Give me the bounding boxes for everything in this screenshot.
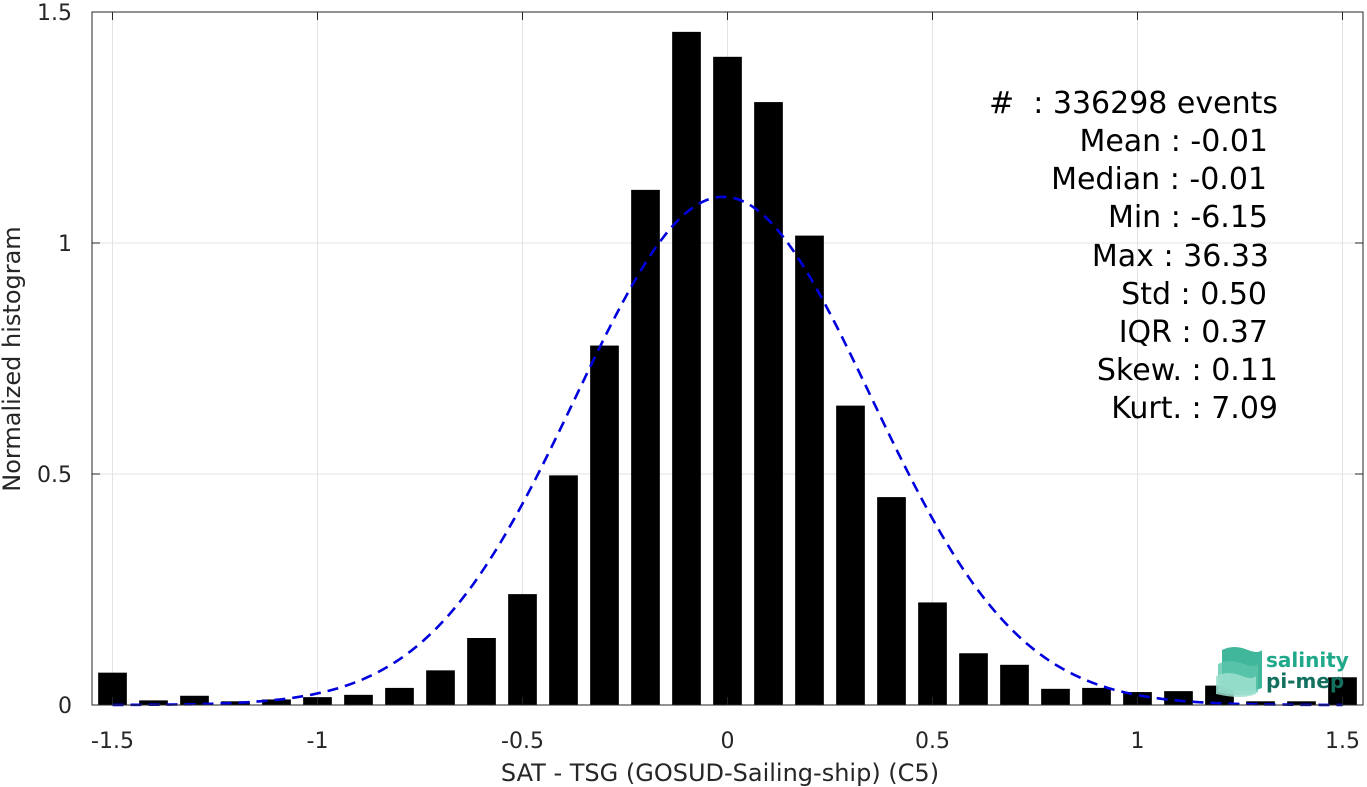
x-tick-label: -1 [307,729,329,754]
y-tick-label: 0.5 [37,463,72,488]
statistics-annotation: # : 336298 events Mean : -0.01 Median : … [989,86,1278,426]
histogram-bar [508,594,537,705]
histogram-bar [1082,687,1111,705]
x-tick-label: 1 [1131,729,1145,754]
histogram-bar [1164,691,1193,705]
histogram-bar [1000,664,1029,705]
histogram-bar [426,670,455,705]
histogram-bar [549,475,578,705]
stat-median: Median : -0.01 [1051,162,1267,197]
histogram-bar [631,189,660,705]
histogram-bar [467,638,496,705]
y-axis-ticks: 0 0.5 1 1.5 [37,1,1363,719]
stat-max: Max : 36.33 [1092,239,1269,274]
histogram-bar [344,694,373,705]
histogram-bar [672,31,701,705]
histogram-bar [1287,701,1316,705]
histogram-bar [754,102,783,706]
logo-text-pi-mep: pi-mep [1266,669,1344,693]
histogram-bar [836,405,865,705]
histogram-bar [180,695,209,705]
x-tick-label: 0 [721,729,735,754]
bar-series [98,31,1357,706]
y-tick-label: 1 [58,232,72,257]
stat-mean: Mean : -0.01 [1079,124,1268,159]
histogram-bar [918,602,947,705]
x-axis-ticks: -1.5 -1 -0.5 0 0.5 1 1.5 [91,12,1360,754]
histogram-bar [590,345,619,705]
histogram-bar [877,497,906,705]
logo-text-salinity: salinity [1266,648,1349,672]
stat-count: # : 336298 events [989,86,1278,121]
y-tick-label: 1.5 [37,1,72,26]
x-axis-label: SAT - TSG (GOSUD-Sailing-ship) (C5) [501,759,939,787]
y-tick-label: 0 [58,694,72,719]
histogram-bar [1246,701,1275,705]
gaussian-fit-curve [112,195,1343,707]
histogram-bar [262,699,291,705]
histogram-bar [385,687,414,705]
histogram-bar [221,701,250,705]
histogram-bar [795,235,824,705]
x-tick-label: 1.5 [1325,729,1360,754]
y-axis-label: Normalized histogram [0,226,26,491]
x-tick-label: -1.5 [91,729,134,754]
stat-kurt: Kurt. : 7.09 [1111,391,1278,426]
histogram-bar [959,653,988,705]
x-tick-label: -0.5 [501,729,544,754]
stat-std: Std : 0.50 [1121,277,1267,312]
stat-min: Min : -6.15 [1108,200,1268,235]
x-tick-label: 0.5 [915,729,950,754]
histogram-bar [1041,688,1070,705]
stat-skew: Skew. : 0.11 [1097,353,1278,388]
histogram-bar [139,700,168,705]
stat-iqr: IQR : 0.37 [1119,315,1268,350]
logo-waves-icon [1216,647,1262,697]
salinity-pi-mep-logo: salinity pi-mep [1216,647,1349,697]
histogram-bar [713,56,742,705]
